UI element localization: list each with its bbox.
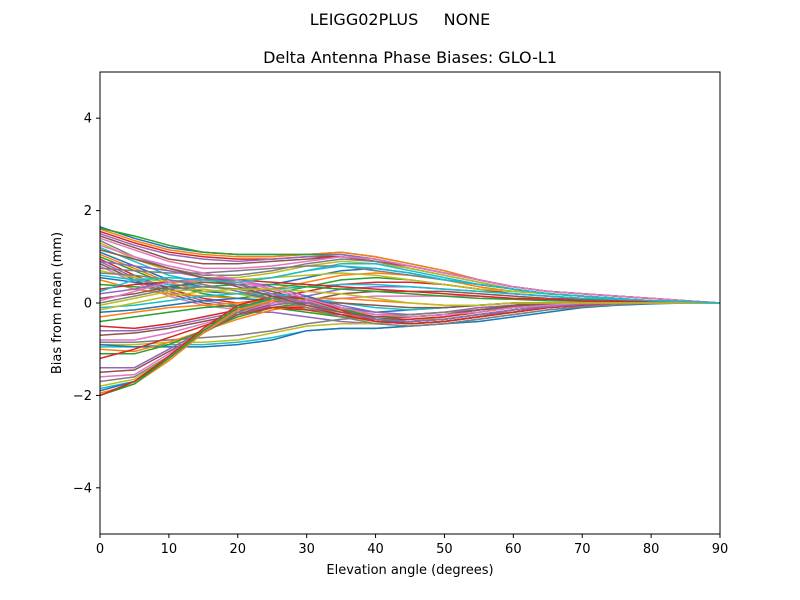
y-axis-label: Bias from mean (mm) — [50, 232, 65, 374]
x-axis-label: Elevation angle (degrees) — [326, 563, 493, 578]
y-axis-ticks: −4 −2 0 2 4 — [73, 112, 100, 496]
x-tick-label: 0 — [96, 542, 104, 557]
x-axis-ticks: 0 10 20 30 40 50 60 70 80 90 — [96, 534, 728, 557]
y-tick-label: −4 — [73, 481, 92, 496]
series-line — [100, 295, 720, 397]
figure-suptitle: LEIGG02PLUS NONE — [309, 10, 491, 29]
series-line — [100, 297, 720, 394]
x-tick-label: 70 — [574, 542, 591, 557]
series-line — [100, 237, 720, 304]
series-line — [100, 302, 720, 330]
series-line — [100, 302, 720, 360]
x-tick-label: 50 — [436, 542, 453, 557]
y-tick-label: −2 — [73, 389, 92, 404]
x-tick-label: 30 — [298, 542, 315, 557]
series-line — [100, 297, 720, 390]
x-tick-label: 60 — [505, 542, 522, 557]
chart-title: Delta Antenna Phase Biases: GLO-L1 — [263, 48, 557, 67]
data-series-group — [100, 226, 720, 397]
y-tick-label: 4 — [84, 112, 92, 127]
x-tick-label: 90 — [712, 542, 729, 557]
series-line — [100, 265, 720, 304]
x-tick-label: 40 — [367, 542, 384, 557]
x-tick-label: 80 — [643, 542, 660, 557]
y-tick-label: 2 — [84, 204, 92, 219]
series-line — [100, 288, 720, 311]
x-tick-label: 10 — [161, 542, 178, 557]
y-tick-label: 0 — [84, 297, 92, 312]
x-tick-label: 20 — [230, 542, 247, 557]
series-line — [100, 272, 720, 327]
